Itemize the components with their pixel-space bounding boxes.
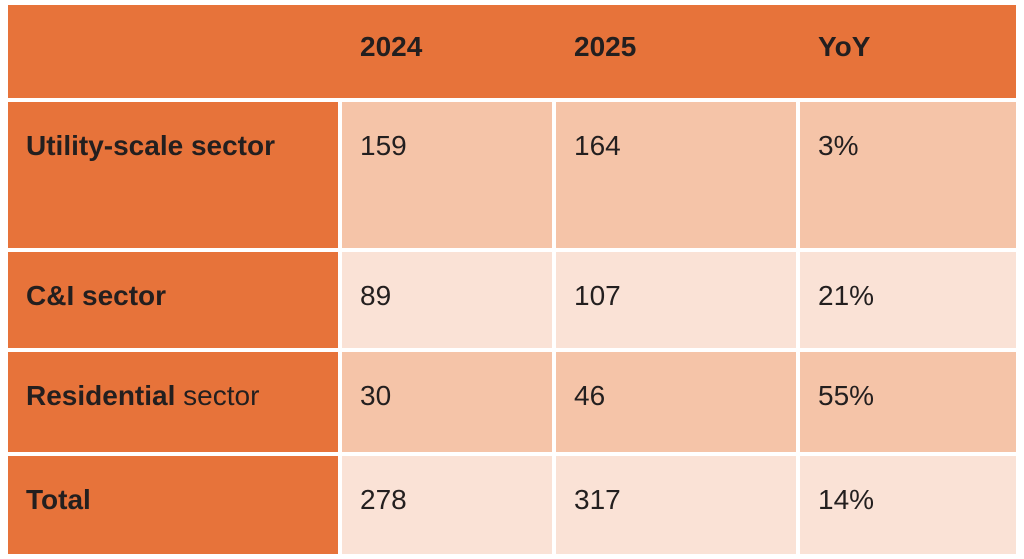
cell-total-2025: 317 [556, 456, 796, 554]
cell-utility-2024: 159 [342, 102, 552, 248]
cell-residential-yoy: 55% [800, 352, 1016, 452]
cell-residential-2025: 46 [556, 352, 796, 452]
cell-ci-yoy: 21% [800, 252, 1016, 348]
row-label-residential: Residential sector [8, 352, 338, 452]
row-label-total: Total [8, 456, 338, 554]
sector-capacity-table: 2024 2025 YoY Utility-scale sector 159 1… [8, 5, 1016, 554]
table-header-row: 2024 2025 YoY [8, 5, 1016, 98]
cell-total-yoy: 14% [800, 456, 1016, 554]
column-header-2024: 2024 [360, 31, 423, 62]
row-label-text-regular: sector [175, 380, 260, 411]
cell-ci-2024: 89 [342, 252, 552, 348]
column-header-2025: 2025 [574, 31, 637, 62]
row-label-ci: C&I sector [8, 252, 338, 348]
row-label-utility-scale: Utility-scale sector [8, 102, 338, 248]
column-header-empty [8, 5, 342, 98]
row-label-text: Residential [26, 380, 176, 411]
cell-ci-2025: 107 [556, 252, 796, 348]
row-label-text: Total [26, 484, 91, 515]
cell-total-2024: 278 [342, 456, 552, 554]
cell-utility-yoy: 3% [800, 102, 1016, 248]
column-header-yoy: YoY [818, 31, 871, 62]
row-label-text: Utility-scale sector [26, 130, 275, 161]
cell-utility-2025: 164 [556, 102, 796, 248]
cell-residential-2024: 30 [342, 352, 552, 452]
row-label-text: C&I sector [26, 280, 167, 311]
